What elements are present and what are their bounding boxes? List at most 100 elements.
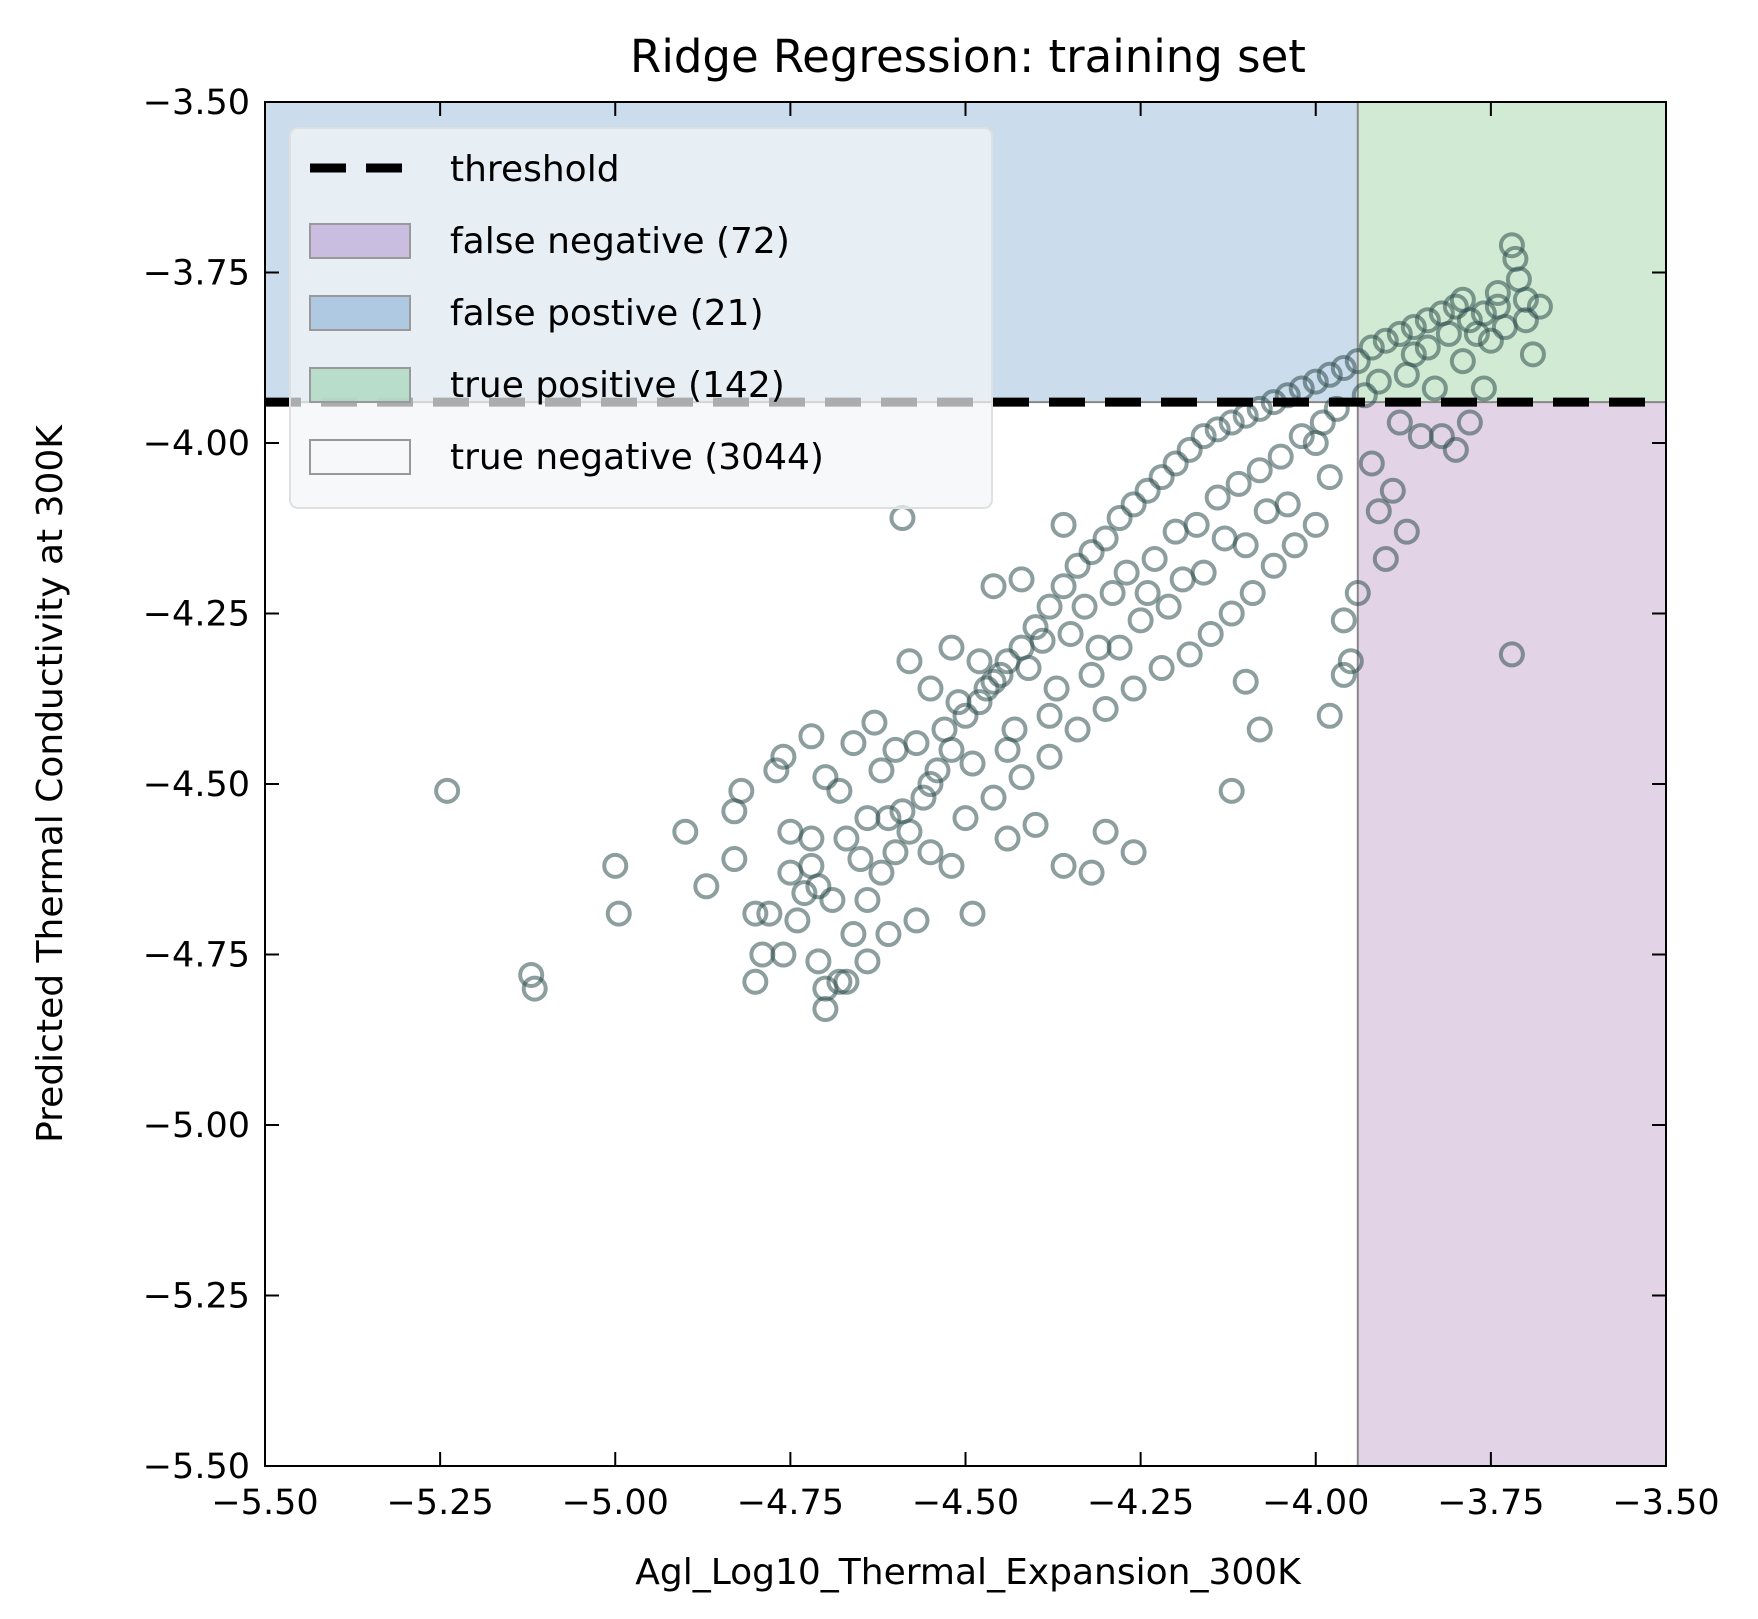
data-point xyxy=(1260,552,1287,579)
data-point xyxy=(672,818,699,845)
data-point xyxy=(889,798,916,825)
data-point xyxy=(1330,607,1357,634)
y-axis-label: Predicted Thermal Conductivity at 300K xyxy=(30,424,71,1143)
data-point xyxy=(1421,375,1448,402)
y-tick-label: −4.75 xyxy=(143,936,250,976)
data-point xyxy=(1246,395,1273,422)
data-point xyxy=(1512,307,1539,334)
x-axis-label: Agl_Log10_Thermal_Expansion_300K xyxy=(635,1552,1302,1593)
data-point xyxy=(980,784,1007,811)
data-point xyxy=(980,668,1007,695)
data-point xyxy=(763,757,790,784)
legend-box xyxy=(289,127,993,509)
data-point xyxy=(518,961,545,988)
data-point xyxy=(1386,320,1413,347)
data-point xyxy=(938,852,965,879)
x-tick-label: −4.50 xyxy=(912,1483,1019,1523)
data-point xyxy=(756,900,783,927)
data-point xyxy=(1281,532,1308,559)
data-point xyxy=(1498,641,1525,668)
data-point xyxy=(1022,614,1049,641)
y-tick-label: −5.50 xyxy=(143,1447,250,1487)
data-point xyxy=(1379,477,1406,504)
data-point xyxy=(1036,593,1063,620)
data-point xyxy=(1414,307,1441,334)
data-point xyxy=(1330,661,1357,688)
x-tick-label: −5.25 xyxy=(386,1483,493,1523)
data-point xyxy=(1134,477,1161,504)
data-point xyxy=(721,846,748,873)
data-point xyxy=(1463,320,1490,347)
data-point xyxy=(917,675,944,702)
data-point xyxy=(1008,764,1035,791)
data-point xyxy=(1064,552,1091,579)
data-point xyxy=(1050,511,1077,538)
data-point xyxy=(917,771,944,797)
data-point xyxy=(1386,409,1413,436)
data-point xyxy=(1127,607,1154,634)
data-point xyxy=(742,968,769,995)
data-point xyxy=(875,805,902,832)
data-point xyxy=(1120,491,1147,518)
data-point xyxy=(1043,675,1070,702)
data-point xyxy=(1225,470,1252,497)
legend-label: threshold xyxy=(450,149,620,190)
x-tick-label: −3.50 xyxy=(1612,1483,1719,1523)
data-point xyxy=(952,702,979,729)
data-point xyxy=(1036,743,1063,770)
x-axis-ticks: −5.50 −5.25 −5.00 −4.75 −4.50 −4.25 −4.00 −3.75… xyxy=(211,102,1720,1523)
data-point xyxy=(742,900,769,927)
data-point xyxy=(1022,811,1049,838)
data-point xyxy=(826,777,853,804)
data-point xyxy=(938,634,965,661)
data-point xyxy=(1176,641,1203,668)
data-point xyxy=(833,968,860,995)
data-point xyxy=(1498,232,1525,259)
data-point xyxy=(798,723,825,750)
data-point xyxy=(924,757,951,784)
data-point xyxy=(1120,675,1147,702)
data-point xyxy=(875,921,902,948)
data-point xyxy=(1078,859,1105,886)
data-point xyxy=(1113,559,1140,586)
data-point xyxy=(1099,580,1126,607)
data-point xyxy=(1106,505,1133,532)
data-point xyxy=(1092,695,1119,722)
data-point xyxy=(987,661,1014,688)
data-point xyxy=(868,757,895,784)
legend-label: false negative (72) xyxy=(450,221,790,262)
data-point xyxy=(1120,839,1147,866)
y-tick-label: −4.50 xyxy=(143,765,250,805)
data-point xyxy=(805,873,832,900)
data-point xyxy=(770,941,797,968)
data-point xyxy=(1372,545,1399,572)
data-point xyxy=(1197,620,1224,647)
data-point xyxy=(1344,348,1371,375)
data-point xyxy=(1358,450,1385,477)
data-point xyxy=(1267,443,1294,470)
data-point xyxy=(1484,293,1511,320)
region-true-positive xyxy=(1357,102,1666,403)
data-point xyxy=(994,825,1021,852)
data-point xyxy=(1176,436,1203,463)
data-point xyxy=(1204,416,1231,443)
data-point xyxy=(434,777,461,804)
data-point xyxy=(1449,348,1476,375)
data-point xyxy=(1092,818,1119,845)
data-point xyxy=(896,648,923,675)
data-point xyxy=(819,886,846,913)
data-point xyxy=(952,805,979,832)
data-point xyxy=(910,784,937,811)
data-point xyxy=(1078,539,1105,566)
data-point xyxy=(1316,464,1343,491)
region-false-negative xyxy=(1357,402,1666,1467)
legend-label: true positive (142) xyxy=(450,365,785,406)
data-point xyxy=(1400,314,1427,341)
data-point xyxy=(1316,702,1343,729)
data-point xyxy=(1428,423,1455,450)
data-point xyxy=(1218,600,1245,627)
data-point xyxy=(833,825,860,852)
data-point xyxy=(903,907,930,934)
data-point xyxy=(1372,327,1399,354)
